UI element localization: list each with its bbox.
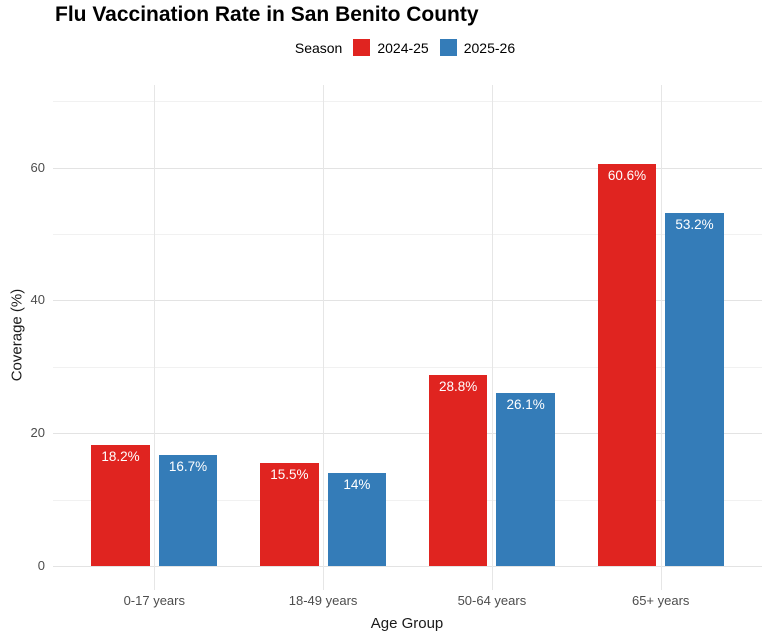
gridline-major-20 (53, 433, 762, 435)
x-tick-label-0-17-years: 0-17 years (123, 593, 185, 608)
gridline-minor-70 (53, 101, 762, 103)
bar-value-label-2025-26-0-17-years: 16.7% (168, 459, 208, 475)
bar-2024-25-65-years: 60.6% (597, 163, 657, 566)
bar-value-label-2024-25-50-64-years: 28.8% (439, 378, 478, 394)
legend-item-2024-25: 2024-25 (353, 39, 429, 56)
legend-swatch-2025-26 (439, 39, 457, 56)
gridline-vertical-50-64-years (491, 85, 493, 590)
bar-value-label-2024-25-18-49-years: 15.5% (270, 467, 309, 483)
gridline-minor-50 (53, 234, 762, 235)
y-tick-label-0: 0 (37, 558, 45, 573)
bar-2024-25-0-17-years: 18.2% (91, 445, 150, 566)
gridline-major-40 (53, 300, 762, 302)
bar-2024-25-50-64-years: 28.8% (428, 374, 488, 566)
bar-2025-26-50-64-years: 26.1% (496, 392, 555, 566)
gridline-minor-30 (53, 366, 762, 368)
x-axis-title: Age Group (370, 615, 444, 632)
bar-value-label-2024-25-0-17-years: 18.2% (101, 449, 140, 465)
x-tick-label-65-years: 65+ years (631, 593, 690, 608)
y-axis-title: Coverage (%) (8, 288, 26, 382)
gridline-minor-10 (53, 499, 762, 501)
x-tick-label-18-49-years: 18-49 years (288, 593, 358, 608)
legend: Season 2024-25 2025-26 (0, 39, 768, 56)
bar-2024-25-18-49-years: 15.5% (260, 463, 319, 566)
chart-title: Flu Vaccination Rate in San Benito Count… (55, 3, 479, 26)
legend-label-2025-26: 2025-26 (463, 39, 516, 56)
bar-value-label-2025-26-65-years: 53.2% (675, 216, 714, 232)
y-tick-label-60: 60 (30, 159, 45, 175)
gridline-major-60 (53, 167, 762, 169)
gridline-vertical-65-years (660, 85, 662, 590)
y-tick-label-40: 40 (30, 292, 45, 308)
gridline-vertical-0-17-years (154, 85, 156, 590)
bar-value-label-2024-25-65-years: 60.6% (607, 167, 647, 183)
bar-value-label-2025-26-18-49-years: 14% (343, 477, 371, 493)
gridline-vertical-18-49-years (323, 85, 325, 590)
legend-swatch-2024-25 (353, 39, 371, 56)
legend-item-2025-26: 2025-26 (439, 39, 516, 56)
legend-title: Season (294, 39, 343, 56)
bar-value-label-2025-26-50-64-years: 26.1% (506, 396, 545, 412)
x-tick-label-50-64-years: 50-64 years (457, 593, 527, 608)
gridline-major-0 (53, 566, 762, 567)
y-tick-label-20: 20 (30, 425, 45, 441)
bar-2025-26-65-years: 53.2% (665, 212, 724, 566)
bar-2025-26-0-17-years: 16.7% (158, 455, 218, 566)
legend-label-2024-25: 2024-25 (377, 39, 429, 56)
bar-2025-26-18-49-years: 14% (327, 473, 387, 566)
